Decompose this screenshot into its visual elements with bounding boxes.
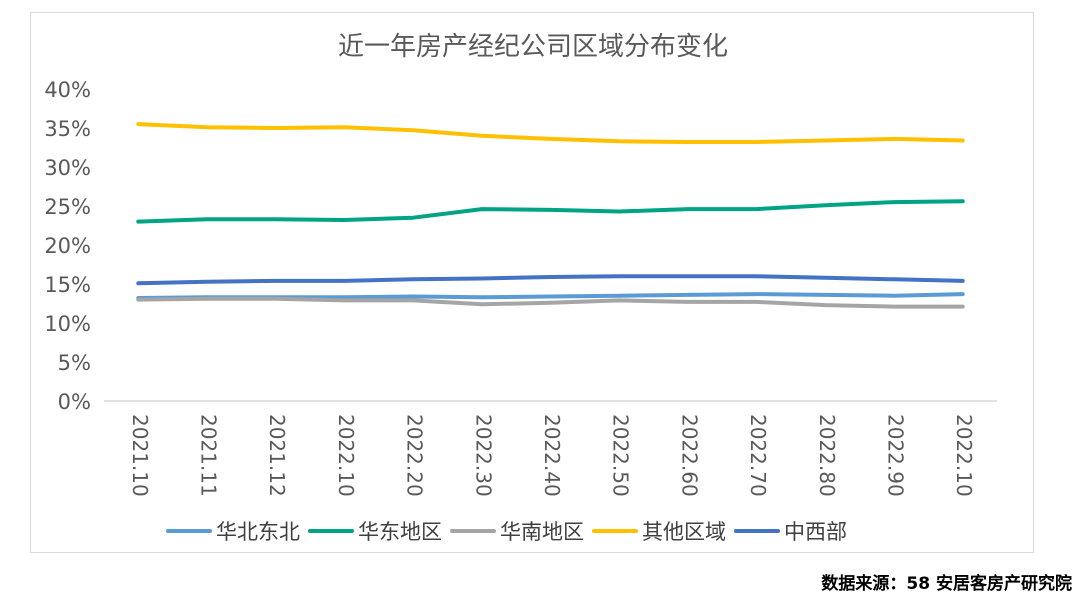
y-tick-label: 0% bbox=[58, 390, 91, 414]
x-tick-label: 2022.10 bbox=[952, 414, 976, 497]
x-tick-label: 2022.50 bbox=[609, 414, 633, 497]
legend-item: 华东地区 bbox=[308, 520, 442, 544]
source-note: 数据来源：58 安居客房产研究院 bbox=[821, 574, 1072, 594]
x-tick-label: 2022.90 bbox=[883, 414, 907, 497]
x-tick-label: 2021.11 bbox=[197, 414, 221, 497]
x-tick-label: 2021.10 bbox=[128, 414, 152, 497]
series-line bbox=[136, 296, 965, 309]
x-tick-label: 2022.20 bbox=[403, 414, 427, 497]
legend-label: 华东地区 bbox=[358, 520, 442, 544]
x-tick-label: 2022.60 bbox=[677, 414, 701, 497]
x-tick-label: 2022.70 bbox=[746, 414, 770, 497]
legend-label: 华南地区 bbox=[500, 520, 584, 544]
y-tick-label: 10% bbox=[44, 312, 91, 336]
x-tick-label: 2022.30 bbox=[471, 414, 495, 497]
y-tick-label: 25% bbox=[44, 195, 91, 219]
y-axis-labels: 0% 5% 10% 15% 20% 25% 30% 35% 40% bbox=[44, 78, 91, 414]
x-tick-label: 2022.40 bbox=[540, 414, 564, 497]
y-tick-label: 5% bbox=[58, 351, 91, 375]
series-line bbox=[136, 199, 965, 224]
y-tick-label: 40% bbox=[44, 78, 91, 102]
legend-item: 中西部 bbox=[734, 520, 847, 544]
x-tick-label: 2022.80 bbox=[815, 414, 839, 497]
x-tick-label: 2022.10 bbox=[334, 414, 358, 497]
series-line bbox=[136, 274, 965, 286]
y-tick-label: 15% bbox=[44, 273, 91, 297]
legend-label: 中西部 bbox=[784, 520, 847, 544]
y-tick-label: 20% bbox=[44, 234, 91, 258]
y-tick-label: 30% bbox=[44, 156, 91, 180]
legend-item: 其他区域 bbox=[592, 520, 726, 544]
legend: 华北东北 华东地区 华南地区 其他区域 中西部 bbox=[166, 520, 847, 544]
legend-item: 华北东北 bbox=[166, 520, 300, 544]
x-tick-label: 2021.12 bbox=[265, 414, 289, 497]
legend-item: 华南地区 bbox=[450, 520, 584, 544]
series-lines bbox=[136, 122, 965, 309]
chart-title: 近一年房产经纪公司区域分布变化 bbox=[338, 32, 728, 62]
series-line bbox=[136, 122, 965, 144]
x-tick-labels: 2021.10 2021.11 2021.12 2022.10 2022.20 2022.… bbox=[128, 414, 976, 497]
legend-label: 其他区域 bbox=[642, 520, 726, 544]
legend-label: 华北东北 bbox=[216, 520, 300, 544]
line-chart: 近一年房产经纪公司区域分布变化 0% 5% 10% 15% 20% 25% 30% 35% 40… bbox=[44, 32, 997, 544]
y-tick-label: 35% bbox=[44, 117, 91, 141]
chart-frame: 近一年房产经纪公司区域分布变化 0% 5% 10% 15% 20% 25% 30% 35% 40… bbox=[30, 12, 1034, 553]
